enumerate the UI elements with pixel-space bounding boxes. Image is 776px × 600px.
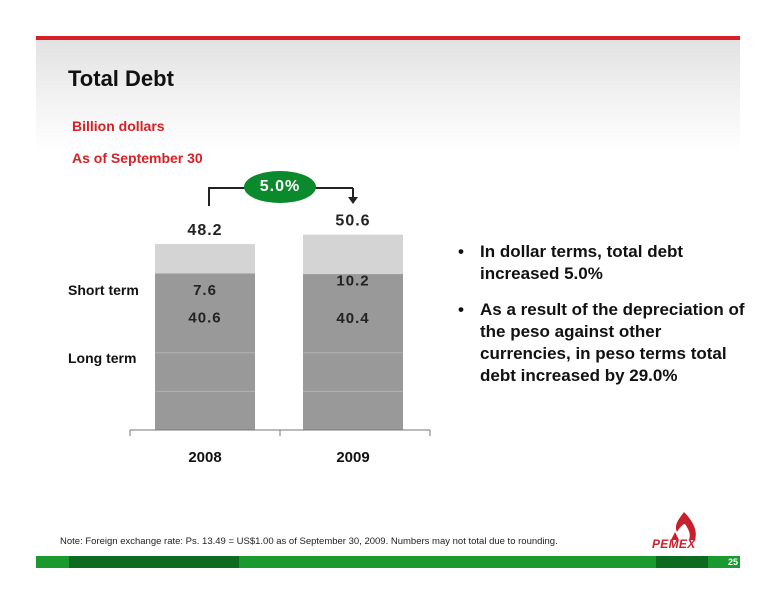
- bullet-item: As a result of the depreciation of the p…: [458, 299, 748, 387]
- growth-badge: 5.0%: [244, 171, 316, 203]
- date-subtitle: As of September 30: [72, 150, 203, 166]
- bar-total-label: 48.2: [187, 222, 222, 239]
- x-tick-label: 2009: [336, 449, 369, 466]
- footnote: Note: Foreign exchange rate: Ps. 13.49 =…: [60, 536, 558, 547]
- bar-segment-short-term: [155, 243, 255, 274]
- footer-bar-segment: [69, 556, 239, 568]
- footer-bar-segment: [656, 556, 708, 568]
- logo-text: PEMEX: [652, 537, 696, 551]
- units-subtitle: Billion dollars: [72, 118, 165, 134]
- page-number: 25: [728, 557, 739, 567]
- slide-title: Total Debt: [68, 66, 174, 91]
- bar-value-label: 40.6: [188, 309, 221, 326]
- footer-bar: [36, 556, 740, 568]
- bar-value-label: 10.2: [336, 273, 369, 290]
- bullet-list: In dollar terms, total debt increased 5.…: [458, 241, 748, 401]
- bar-segment-short-term: [303, 234, 403, 275]
- bar-segment-long-term: [303, 274, 403, 430]
- legend-label-long-term: Long term: [68, 350, 136, 366]
- header-band: [36, 40, 740, 152]
- top-accent-bar: [36, 36, 740, 40]
- bar-value-label: 40.4: [336, 310, 369, 327]
- bullet-item: In dollar terms, total debt increased 5.…: [458, 241, 748, 285]
- pemex-logo: [671, 512, 696, 540]
- legend-label-short-term: Short term: [68, 282, 139, 298]
- bar-value-label: 7.6: [193, 282, 217, 299]
- x-tick-label: 2008: [188, 449, 221, 466]
- bar-total-label: 50.6: [335, 213, 370, 230]
- arrow-down-icon: [348, 197, 358, 204]
- bar-segment-long-term: [155, 273, 255, 430]
